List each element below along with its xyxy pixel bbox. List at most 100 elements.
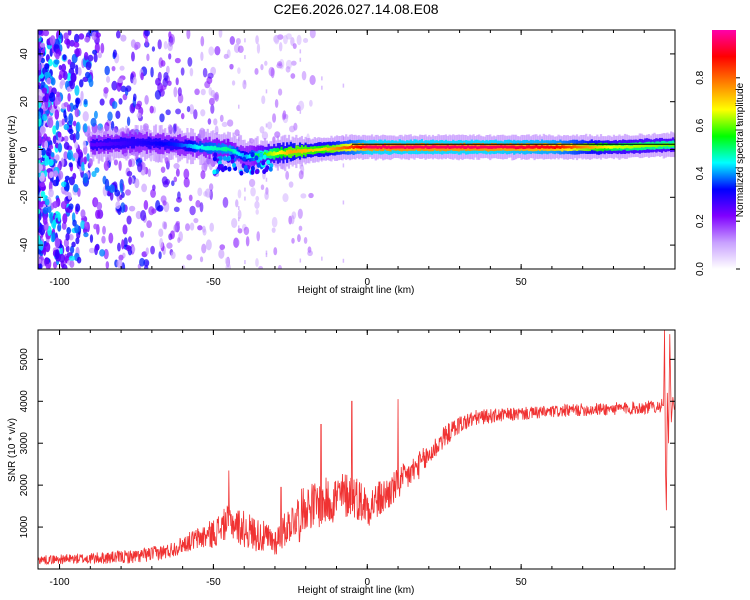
track-cell [129,140,132,146]
track-cell [633,144,636,148]
noise-blob [74,85,80,96]
noise-blob [195,200,201,208]
noise-blob [278,41,283,52]
noise-blob [68,233,74,241]
noise-blob [60,201,67,210]
noise-blob [65,245,70,253]
noise-blob [52,261,58,269]
noise-blob [173,163,180,170]
fragment-blob [254,155,259,161]
noise-blob [83,123,88,133]
noise-blob [150,66,154,78]
noise-blob [49,92,56,103]
fragment-blob [232,162,237,168]
noise-blob [106,76,111,83]
track-cell [271,152,274,156]
noise-blob [57,212,61,222]
track-cell [153,141,156,145]
noise-blob [73,33,80,44]
track-cell [389,146,392,150]
snr-series-line [38,330,675,566]
noise-blob [90,117,97,127]
noise-blob [160,60,166,67]
noise-blob [126,116,131,127]
track-cell [378,145,381,149]
noise-blob [288,181,294,188]
noise-blob [160,166,166,174]
noise-blob [48,58,53,67]
noise-blob [88,158,93,167]
noise-blob [111,65,116,72]
track-cell [548,146,551,149]
track-cell [457,145,460,149]
noise-blob [297,208,303,219]
noise-blob [136,112,142,119]
track-cell [514,146,518,150]
noise-blob [81,161,85,171]
noise-blob [115,201,121,210]
fragment-blob [259,152,264,158]
noise-blob [91,170,97,178]
noise-blob [44,71,51,79]
track-core [90,140,675,160]
noise-blob [266,121,273,130]
track-cell [651,143,654,147]
noise-blob [78,33,85,40]
noise-blob [48,144,54,150]
track-cell [527,145,531,149]
track-cell [442,145,446,149]
track-cell [210,145,213,151]
noise-blob [288,125,296,133]
noise-blob [244,55,246,60]
noise-blob [342,83,345,88]
noise-blob [50,77,56,86]
noise-blob [144,30,151,37]
track-cell [513,145,516,149]
track-cell [249,154,252,159]
colorbar: 0.0 0.2 0.4 0.6 0.8 Normalized spectral ampl… [695,30,746,276]
track-cell [570,145,573,149]
noise-blob [175,108,182,115]
noise-blob [83,98,88,105]
track-cell [178,143,182,147]
spectrogram-ylabel: Frequency (Hz) [7,116,18,185]
track-cell [125,141,128,146]
noise-blob [69,61,76,70]
noise-blob [205,239,212,251]
noise-blob [282,193,289,203]
noise-blob [193,217,199,224]
noise-blob [49,35,56,46]
track-cell [664,143,667,147]
noise-blob [73,41,80,48]
noise-blob [219,244,226,250]
noise-blob [141,183,148,193]
noise-blob [299,49,302,54]
noise-blob [180,67,185,76]
noise-blob [245,236,250,247]
track-cell [306,149,309,153]
noise-blob [47,117,54,129]
noise-blob [219,114,224,123]
noise-blob [271,216,278,228]
noise-blob [52,125,57,135]
track-cell [382,144,385,148]
spectrogram-heatmap [38,30,675,269]
noise-blob [119,182,124,194]
noise-blob [99,98,105,106]
track-cell [324,147,328,151]
noise-blob [229,63,234,70]
noise-blob [170,251,176,259]
noise-blob [188,194,193,202]
track-cell [581,145,584,149]
snr-ytick-label: 1000 [19,516,30,539]
noise-blob [134,178,140,189]
spectrogram-axis-ticks: -100 -50 0 50 -40 -20 0 20 40 [19,30,676,288]
track-cell [537,145,540,149]
track-cell [118,141,121,146]
track-cell [575,145,579,149]
track-cell [647,144,651,148]
track-cell [394,145,398,149]
noise-blob [134,41,141,50]
noise-blob [200,51,204,62]
noise-blob [117,242,121,252]
